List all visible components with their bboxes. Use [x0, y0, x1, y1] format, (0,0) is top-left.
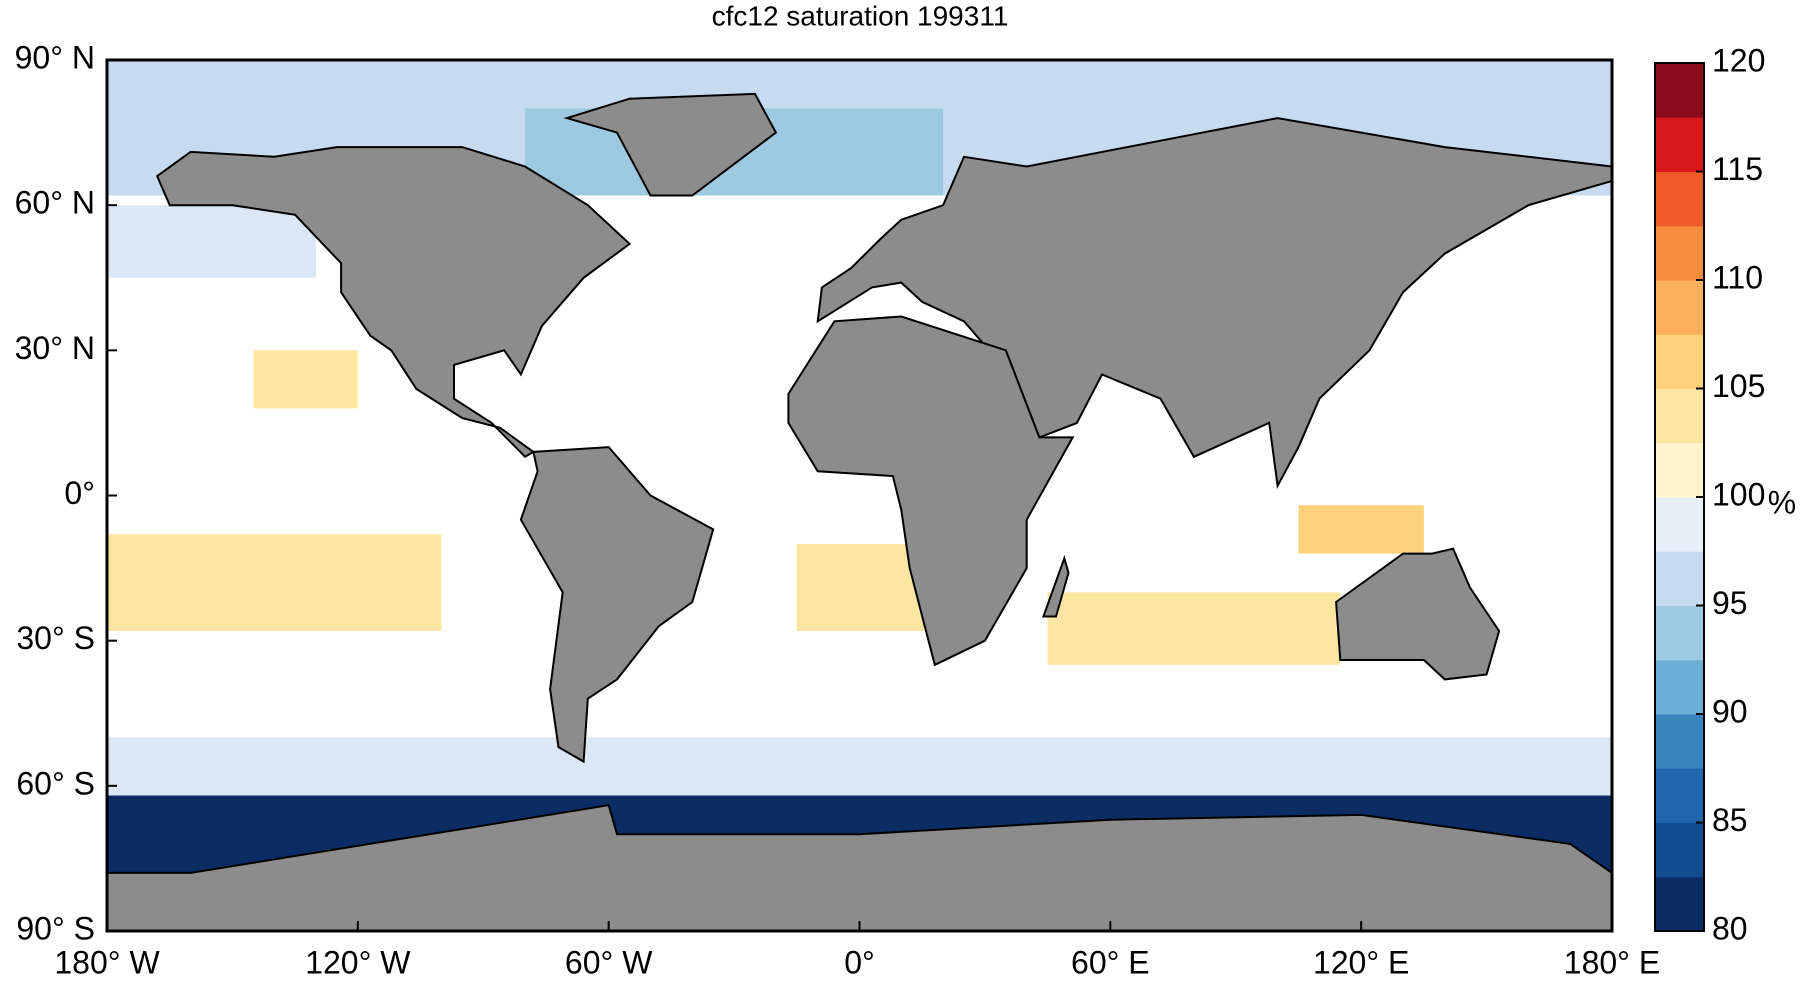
y-tick-label: 30° S — [16, 620, 95, 656]
y-tick-label: 30° N — [15, 330, 95, 366]
ocean-field — [107, 534, 442, 631]
y-tick-label: 60° S — [16, 765, 95, 801]
land — [1335, 547, 1501, 681]
colorbar-tick-label: 115 — [1712, 151, 1763, 187]
land — [787, 315, 1075, 667]
colorbar-step — [1655, 768, 1704, 823]
colorbar-step — [1655, 714, 1704, 769]
colorbar-tick-label: 90 — [1712, 693, 1748, 729]
ocean-field — [107, 205, 316, 278]
colorbar-tick-label: 80 — [1712, 910, 1748, 946]
x-tick-label: 120° W — [305, 944, 411, 980]
colorbar-step — [1655, 822, 1704, 878]
x-tick-label: 120° E — [1313, 944, 1409, 980]
land — [155, 146, 632, 459]
ocean-field — [1298, 505, 1424, 554]
colorbar-step — [1655, 225, 1704, 281]
ocean-field — [1047, 592, 1341, 665]
land — [107, 804, 1612, 931]
ocean-field — [253, 350, 358, 409]
land — [1041, 555, 1070, 618]
x-tick-label: 180° W — [54, 944, 160, 980]
ocean-field — [107, 737, 1612, 796]
colorbar-step — [1655, 63, 1704, 118]
colorbar-step — [1655, 442, 1704, 498]
colorbar-step — [1655, 334, 1704, 389]
y-tick-label: 90° S — [16, 910, 95, 946]
colorbar-step — [1655, 659, 1704, 715]
map-area — [107, 60, 1612, 931]
y-tick-label: 60° N — [15, 185, 95, 221]
chart-title: cfc12 saturation 199311 — [712, 0, 1009, 31]
colorbar-step — [1655, 171, 1704, 227]
colorbar-step — [1655, 876, 1704, 932]
x-tick-label: 0° — [844, 944, 875, 980]
colorbar-step — [1655, 117, 1704, 172]
colorbar-tick-label: 105 — [1712, 368, 1765, 404]
x-tick-label: 60° E — [1071, 944, 1150, 980]
colorbar-step — [1655, 551, 1704, 606]
x-tick-label: 60° W — [565, 944, 653, 980]
colorbar-label: % — [1768, 484, 1796, 520]
colorbar-tick-label: 85 — [1712, 802, 1748, 838]
colorbar-tick-label: 100 — [1712, 476, 1765, 512]
colorbar-step — [1655, 605, 1704, 661]
land — [519, 446, 715, 764]
ocean-field — [796, 543, 944, 631]
colorbar-tick-label: 95 — [1712, 585, 1748, 621]
colorbar-tick-label: 110 — [1712, 259, 1763, 295]
land — [563, 92, 778, 197]
colorbar-step — [1655, 497, 1704, 552]
colorbar-step — [1655, 280, 1704, 335]
y-tick-label: 0° — [64, 475, 95, 511]
colorbar-step — [1655, 388, 1704, 444]
x-tick-label: 180° E — [1564, 944, 1660, 980]
y-tick-label: 90° N — [15, 39, 95, 75]
colorbar-tick-label: 120 — [1712, 42, 1765, 78]
